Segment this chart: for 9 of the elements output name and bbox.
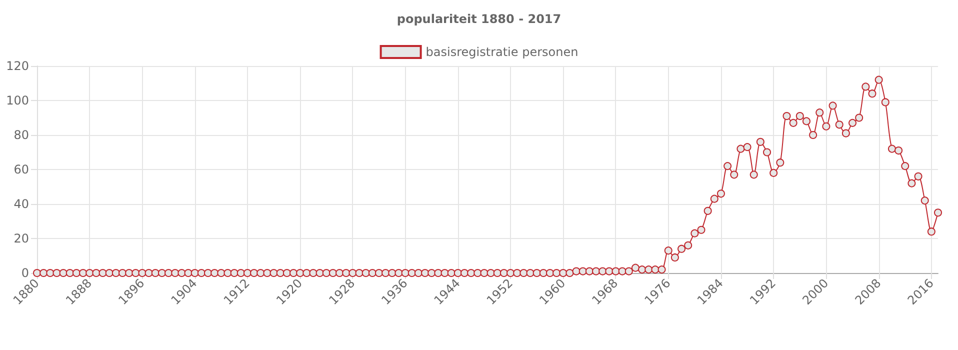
y-tick-label: 120 <box>6 59 29 73</box>
y-tick-label: 20 <box>14 232 29 246</box>
legend-label: basisregistratie personen <box>426 45 578 59</box>
chart-title: populariteit 1880 - 2017 <box>396 12 562 26</box>
y-tick-label: 100 <box>6 94 29 108</box>
y-tick-label: 60 <box>14 162 29 176</box>
y-tick-label: 80 <box>14 128 29 142</box>
y-tick-label: 0 <box>21 266 29 280</box>
y-tick-label: 40 <box>14 197 29 211</box>
